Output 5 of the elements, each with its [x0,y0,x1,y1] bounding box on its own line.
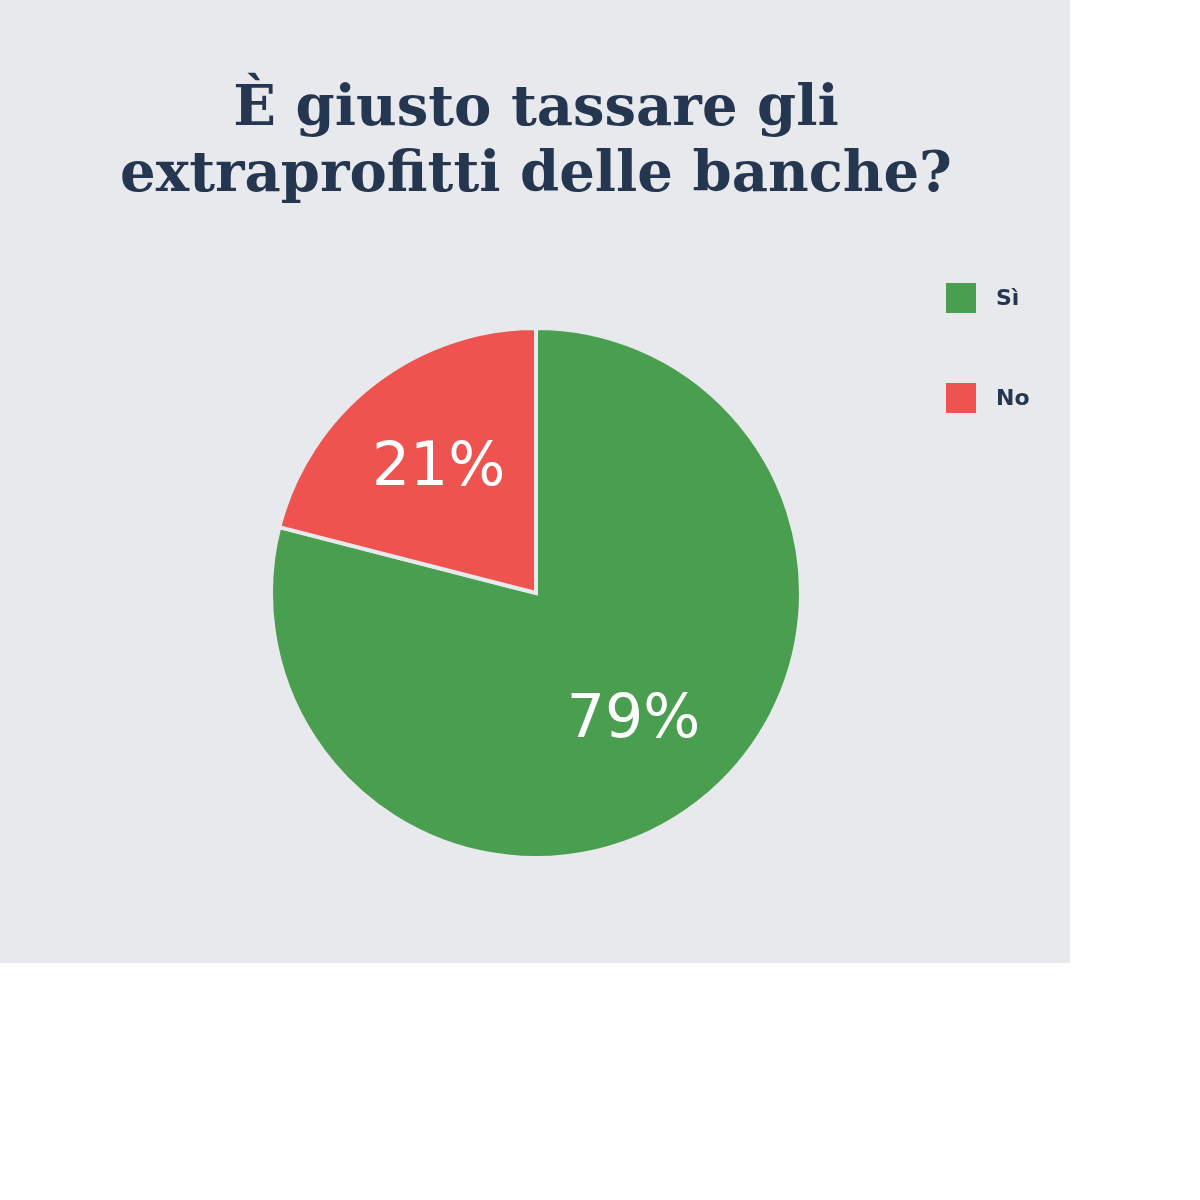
data-label: 21% [371,429,506,500]
data-label: 79% [566,680,701,751]
legend-label: No [996,385,1030,410]
chart-title: È giusto tassare gli extraprofitti delle banche? [120,72,952,204]
legend-label: Sì [996,285,1020,310]
